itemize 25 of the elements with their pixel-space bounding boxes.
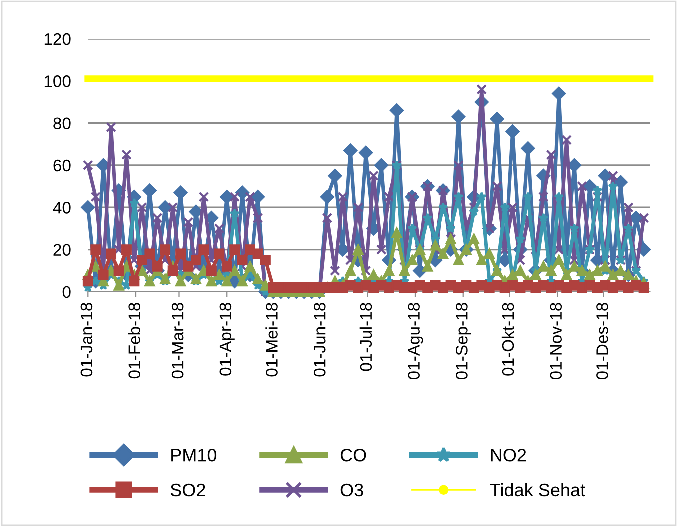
legend-label: CO xyxy=(340,448,366,462)
x-tick-label: 01-Okt-18 xyxy=(502,303,514,376)
x-tick-label: 01-Jun-18 xyxy=(314,303,326,377)
x-tick-label: 01-Jul-18 xyxy=(360,303,372,372)
x-tick-label: 01-Mei-18 xyxy=(266,303,278,377)
x-tick-label: 01-Sep-18 xyxy=(456,303,472,380)
y-tick-label: 0 xyxy=(62,286,71,298)
x-tick-label: 01-Apr-18 xyxy=(220,303,235,376)
legend-label: NO2 xyxy=(491,448,526,462)
y-tick-label: 40 xyxy=(53,202,71,214)
x-tick-label: 01-Jan-18 xyxy=(80,303,93,377)
legend-label: SO2 xyxy=(170,484,206,497)
y-tick-label: 120 xyxy=(44,33,71,46)
legend-label: Tidak Sehat xyxy=(490,483,586,497)
legend-label: PM10 xyxy=(172,448,217,462)
y-tick-label: 80 xyxy=(54,118,71,130)
y-tick-label: 100 xyxy=(44,76,71,88)
legend-label: O3 xyxy=(340,484,364,497)
y-tick-label: 20 xyxy=(54,244,71,256)
y-tick-label: 60 xyxy=(54,160,71,172)
x-tick-label: 01-Feb-18 xyxy=(128,303,140,379)
x-tick-label: 01-Agu-18 xyxy=(408,303,424,380)
x-tick-label: 01-Nov-18 xyxy=(550,303,562,380)
x-tick-label: 01-Mar-18 xyxy=(172,303,184,379)
x-tick-label: 01-Des-18 xyxy=(596,303,608,380)
